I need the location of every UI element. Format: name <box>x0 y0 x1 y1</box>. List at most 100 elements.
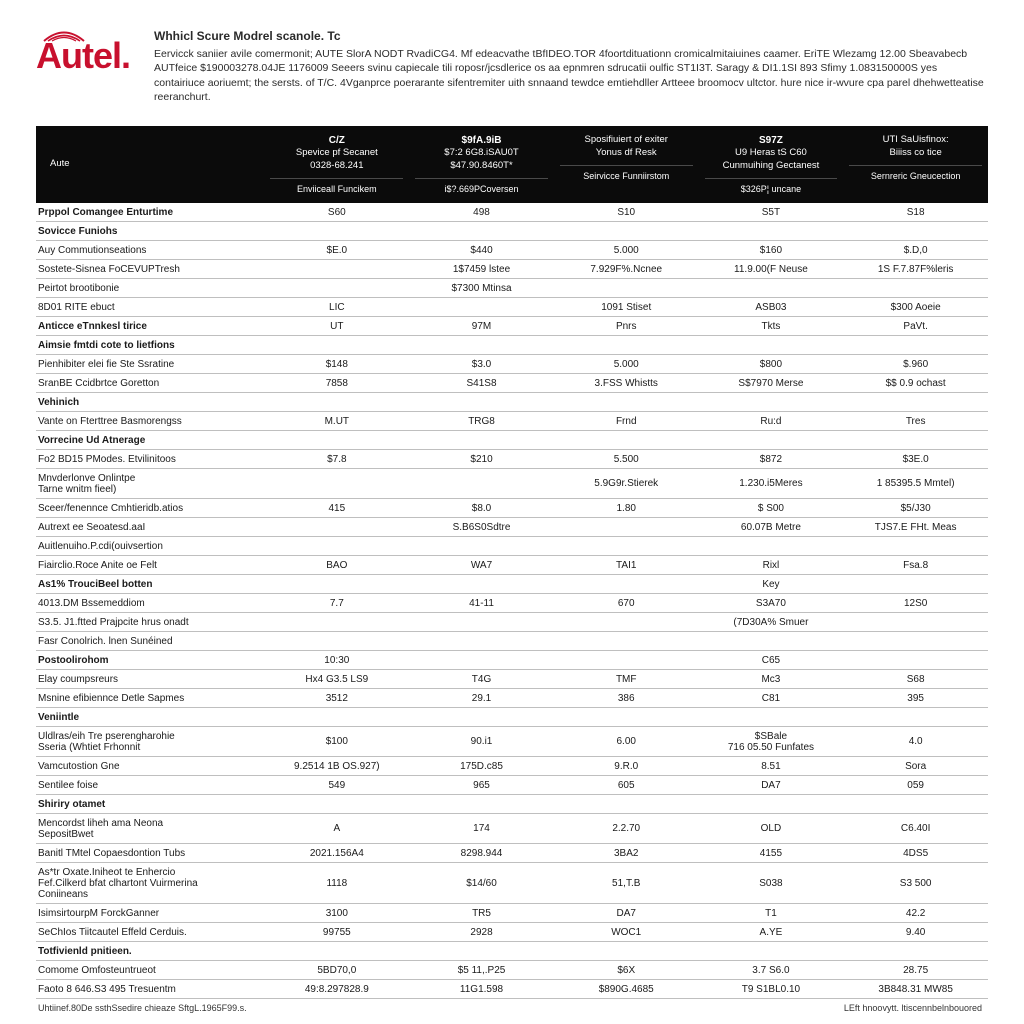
row-value <box>843 393 988 412</box>
row-value: 7858 <box>264 374 409 393</box>
table-row: Comome Omfosteuntrueot5BD70,0$5 11,.P25$… <box>36 961 988 980</box>
row-label: Vehinich <box>36 393 264 412</box>
row-label: Prppol Comangee Enturtime <box>36 203 264 222</box>
row-value: T1 <box>699 904 844 923</box>
row-value: Key <box>699 575 844 594</box>
row-value: S5T <box>699 203 844 222</box>
row-value: DA7 <box>554 904 699 923</box>
row-value: TRG8 <box>409 412 554 431</box>
row-value <box>554 222 699 241</box>
row-value <box>554 575 699 594</box>
col-header-3: Sposifiuiert of exiterYonus df ReskSeirv… <box>554 126 699 203</box>
row-value: Mc3 <box>699 670 844 689</box>
row-value: Hx4 G3.5 LS9 <box>264 670 409 689</box>
row-value: $300 Aoeie <box>843 298 988 317</box>
row-value <box>554 431 699 450</box>
row-value <box>843 537 988 556</box>
row-value: 059 <box>843 776 988 795</box>
table-row: Faoto 8 646.S3 495 Tresuentm49:8.297828.… <box>36 980 988 999</box>
row-value: TJS7.E FHt. Meas <box>843 518 988 537</box>
row-value: 549 <box>264 776 409 795</box>
row-value <box>699 942 844 961</box>
table-row: Uldlras/eih Tre pserengharohieSseria (Wh… <box>36 727 988 757</box>
row-value: $7300 Mtinsa <box>409 279 554 298</box>
row-value: $210 <box>409 450 554 469</box>
table-row: Fo2 BD15 PModes. Etvilinitoos$7.8$2105.5… <box>36 450 988 469</box>
row-value: 90.i1 <box>409 727 554 757</box>
table-row: Veniintle <box>36 708 988 727</box>
table-row: Auy Commutionseations$E.0$4405.000$160$.… <box>36 241 988 260</box>
row-value: 1091 Stiset <box>554 298 699 317</box>
row-label: Vante on Fterttree Basmorengss <box>36 412 264 431</box>
table-row: Sentilee foise549965605DA7059 <box>36 776 988 795</box>
row-value <box>409 575 554 594</box>
row-label: Uldlras/eih Tre pserengharohieSseria (Wh… <box>36 727 264 757</box>
row-value <box>554 518 699 537</box>
row-value <box>843 575 988 594</box>
row-value: 395 <box>843 689 988 708</box>
row-value: 5.500 <box>554 450 699 469</box>
row-value <box>409 469 554 499</box>
row-value: (7D30A% Smuer <box>699 613 844 632</box>
table-row: Peirtot brootibonie $7300 Mtinsa <box>36 279 988 298</box>
row-label: Sostete-Sisnea FoCEVUPTresh <box>36 260 264 279</box>
row-value: 1.80 <box>554 499 699 518</box>
table-row: Sostete-Sisnea FoCEVUPTresh1$7459 lstee7… <box>36 260 988 279</box>
row-value <box>699 431 844 450</box>
table-row: SeChIos Tiitcautel Effeld Cerduis.997552… <box>36 923 988 942</box>
row-label: SeChIos Tiitcautel Effeld Cerduis. <box>36 923 264 942</box>
row-value: C81 <box>699 689 844 708</box>
row-value: $.960 <box>843 355 988 374</box>
row-label: Peirtot brootibonie <box>36 279 264 298</box>
row-value: 97M <box>409 317 554 336</box>
row-value <box>699 795 844 814</box>
row-value: S.B6S0Sdtre <box>409 518 554 537</box>
row-value <box>409 393 554 412</box>
table-row: Sovicce Funiohs <box>36 222 988 241</box>
logo-dot: . <box>121 35 130 76</box>
row-value: 498 <box>409 203 554 222</box>
row-label: Vorrecine Ud Atnerage <box>36 431 264 450</box>
row-value: 8.51 <box>699 757 844 776</box>
row-value: $872 <box>699 450 844 469</box>
row-value <box>264 336 409 355</box>
row-value <box>699 393 844 412</box>
row-value <box>264 279 409 298</box>
table-row: Vamcutostion Gne9.2514 1B OS.927)175D.c8… <box>36 757 988 776</box>
row-label: As*tr Oxate.Iniheot te EnhercioFef.Cilke… <box>36 863 264 904</box>
row-value: ASB03 <box>699 298 844 317</box>
table-row: Postoolirohom10:30C65 <box>36 651 988 670</box>
row-value <box>554 795 699 814</box>
row-value <box>554 336 699 355</box>
row-value: S038 <box>699 863 844 904</box>
row-value <box>699 279 844 298</box>
row-value: DA7 <box>699 776 844 795</box>
row-value: 9.40 <box>843 923 988 942</box>
table-row: Pienhibiter elei fie Ste Ssratine$148$3.… <box>36 355 988 374</box>
row-value <box>264 260 409 279</box>
row-value <box>554 632 699 651</box>
row-value: S3A70 <box>699 594 844 613</box>
row-label: Sentilee foise <box>36 776 264 795</box>
row-value: 8298.944 <box>409 844 554 863</box>
row-value: 60.07B Metre <box>699 518 844 537</box>
row-value <box>264 942 409 961</box>
intro-title: Whhicl Scure Modrel scanole. Tc <box>154 28 988 44</box>
row-value: 11.9.00(F Neuse <box>699 260 844 279</box>
table-body: Prppol Comangee EnturtimeS60498S10S5TS18… <box>36 203 988 999</box>
row-value: $3E.0 <box>843 450 988 469</box>
table-row: Banitl TMtel Copaesdontion Tubs2021.156A… <box>36 844 988 863</box>
row-value: Tres <box>843 412 988 431</box>
row-value: 49:8.297828.9 <box>264 980 409 999</box>
row-value: Tkts <box>699 317 844 336</box>
table-row: SranBE Ccidbrtce Goretton7858S41S83.FSS … <box>36 374 988 393</box>
row-value: 4.0 <box>843 727 988 757</box>
row-label: Totfivienld pnitieen. <box>36 942 264 961</box>
row-value: $100 <box>264 727 409 757</box>
table-row: Msnine efibiennce Detle Sapmes351229.138… <box>36 689 988 708</box>
row-value: $5/J30 <box>843 499 988 518</box>
row-value <box>843 651 988 670</box>
row-label: Fiairclio.Roce Anite oe Felt <box>36 556 264 575</box>
row-value: C65 <box>699 651 844 670</box>
row-label: Comome Omfosteuntrueot <box>36 961 264 980</box>
